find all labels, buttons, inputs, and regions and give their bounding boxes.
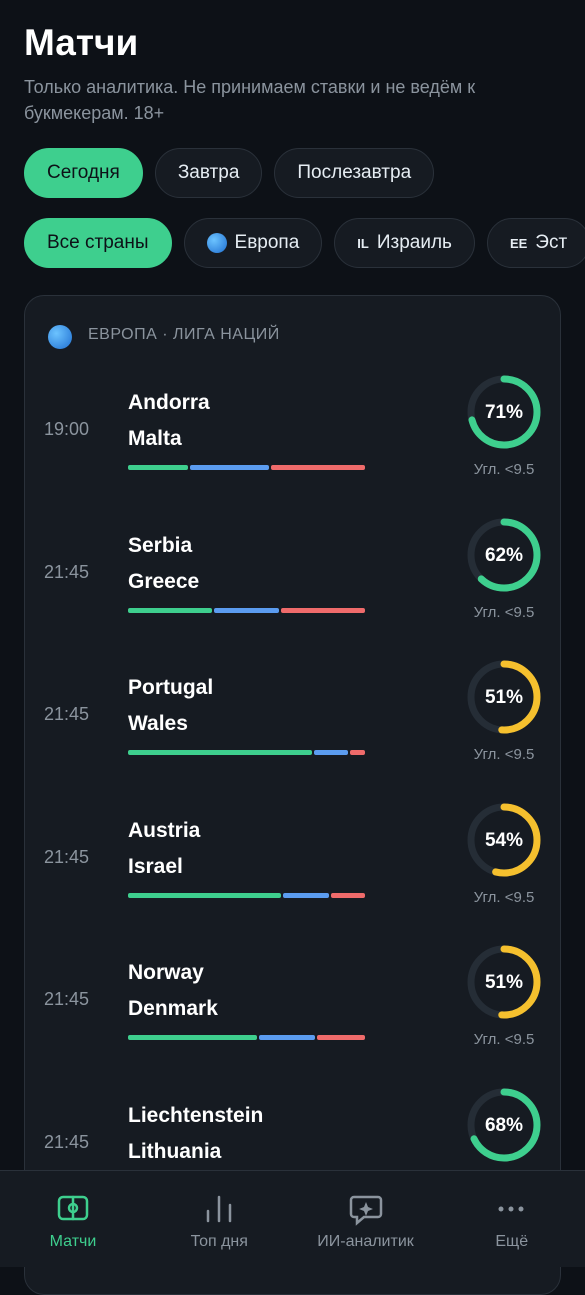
market: Угл. <9.5 — [473, 461, 535, 478]
day-chip[interactable]: Послезавтра — [274, 148, 435, 198]
match-time: 21:45 — [44, 1131, 90, 1152]
ring-arc — [467, 945, 541, 1019]
outcome-bar — [283, 892, 330, 898]
ring-label: 68% — [485, 1115, 523, 1136]
match-time: 19:00 — [44, 419, 90, 439]
away-team: Lithuania — [128, 1139, 222, 1163]
confidence-ring: 68% — [467, 1088, 541, 1161]
chip-label: Эст — [535, 232, 568, 253]
ring-label: 51% — [485, 687, 523, 708]
nav-label[interactable]: ИИ-аналитик — [317, 1233, 414, 1250]
outcome-bar — [271, 465, 365, 470]
page: Матчи {"header": {"title": "Матчи", "sub… — [0, 22, 585, 1295]
outcome-bar — [128, 750, 313, 755]
chip-label: Европа — [234, 232, 300, 253]
outcome-bar — [316, 1035, 365, 1040]
nav-label[interactable]: Ещё — [495, 1233, 529, 1250]
match-time: 21:45 — [44, 561, 90, 582]
match-time: 21:45 — [44, 704, 90, 724]
nav-icons — [57, 1195, 524, 1226]
day-chip[interactable]: Завтра — [154, 148, 263, 198]
ring-arc — [467, 803, 541, 876]
flag-code: EE — [509, 235, 528, 251]
market: Угл. <9.5 — [473, 603, 535, 621]
subtitle: Только аналитика. Не принимаем ставки и … — [24, 77, 476, 123]
country-chip[interactable]: EE Эст — [486, 218, 585, 268]
confidence-ring: 51% — [467, 945, 541, 1019]
home-team: Norway — [128, 961, 204, 984]
day-chip[interactable]: Сегодня — [24, 148, 143, 198]
match-time: 21:45 — [44, 846, 90, 867]
outcome-bar — [314, 750, 349, 755]
nav-label[interactable]: Топ дня — [190, 1233, 248, 1250]
country-filters: Все страны Европа IL Израиль EE Эст — [24, 218, 585, 268]
globe-icon — [206, 233, 227, 253]
ring-arc — [467, 1088, 541, 1161]
page-title: Матчи — [24, 22, 139, 63]
ring-label: 71% — [485, 402, 523, 423]
confidence-ring: 51% — [467, 660, 541, 734]
away-team: Malta — [128, 427, 182, 450]
outcome-bar — [128, 1035, 258, 1040]
outcome-bar — [128, 465, 189, 470]
confidence-ring: 54% — [467, 803, 541, 876]
confidence-ring: 62% — [467, 518, 541, 591]
home-team: Serbia — [128, 533, 193, 557]
country-chip[interactable]: IL Израиль — [334, 218, 475, 268]
outcome-bar — [190, 465, 270, 470]
country-chip[interactable]: Все страны — [24, 218, 172, 268]
ring-arc — [467, 375, 541, 449]
match-time: 21:45 — [44, 989, 90, 1009]
bottom-nav — [0, 1170, 585, 1267]
chip-label: Все страны — [47, 232, 149, 253]
market: Угл. <9.5 — [473, 746, 535, 763]
away-team: Denmark — [128, 997, 218, 1020]
away-team: Wales — [128, 712, 188, 735]
more-icon — [498, 1206, 524, 1212]
ring-label: 54% — [485, 830, 523, 851]
day-filters: Сегодня Завтра Послезавтра — [24, 148, 435, 198]
outcome-bar — [350, 750, 365, 755]
league-title: ЕВРОПА · ЛИГА НАЦИЙ — [88, 326, 280, 343]
outcome-bar — [214, 607, 279, 613]
home-team: Andorra — [128, 391, 210, 414]
screen: Матчи Только аналитика. Не принимаем ста… — [0, 22, 585, 1295]
ring-label: 51% — [485, 972, 523, 993]
flag-code: IL — [357, 235, 369, 251]
outcome-bar — [259, 1035, 315, 1040]
outcome-bar — [128, 607, 213, 613]
nav-label[interactable]: Матчи — [49, 1233, 97, 1250]
globe-icon — [48, 325, 72, 349]
home-team: Liechtenstein — [128, 1103, 264, 1127]
market: Угл. <9.5 — [473, 888, 535, 906]
outcome-bar — [280, 607, 365, 613]
chip-label: Израиль — [376, 232, 452, 253]
away-team: Israel — [128, 854, 183, 878]
outcome-bar — [331, 892, 365, 898]
country-chip[interactable]: Европа — [183, 218, 323, 268]
home-team: Portugal — [128, 676, 214, 699]
outcome-bar — [128, 892, 282, 898]
ring-arc — [467, 518, 541, 591]
ring-arc — [467, 660, 541, 734]
ai-icon — [349, 1195, 383, 1226]
home-team: Austria — [128, 818, 201, 842]
away-team: Greece — [128, 569, 200, 593]
ring-label: 62% — [485, 545, 523, 566]
market: Угл. <9.5 — [473, 1031, 535, 1048]
confidence-ring: 71% — [467, 375, 541, 449]
